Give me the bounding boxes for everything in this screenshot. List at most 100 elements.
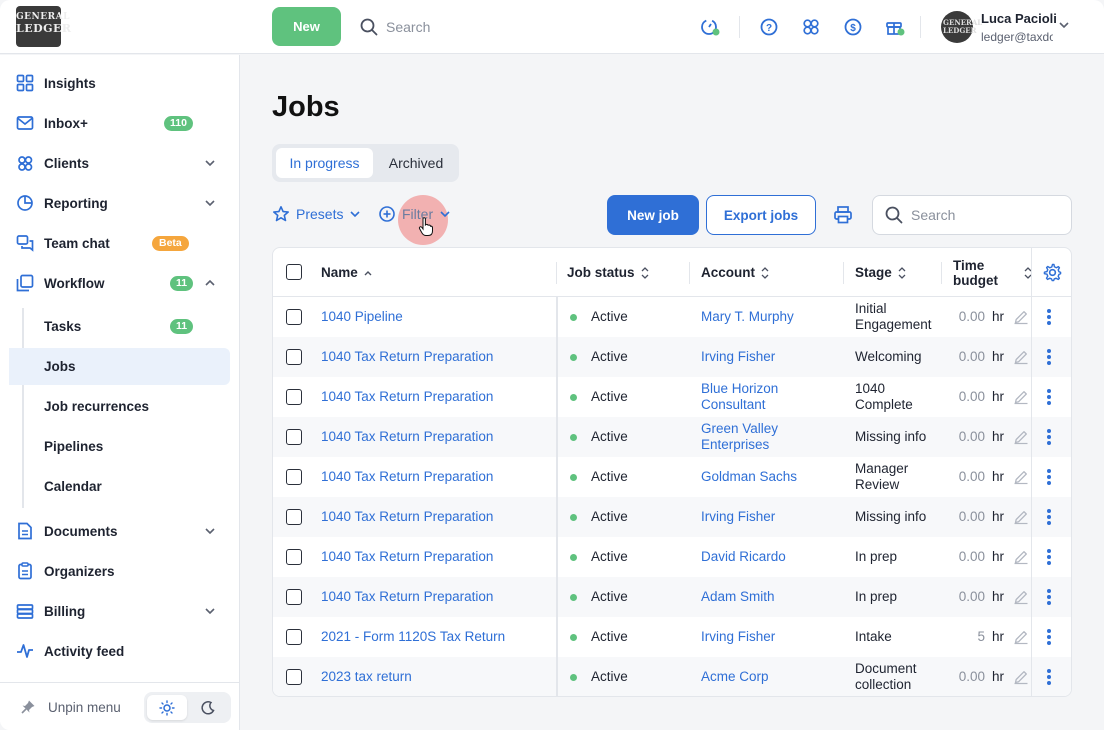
company-logo[interactable]: GENERAL LEDGER — [16, 6, 71, 47]
account-link[interactable]: Blue Horizon Consultant — [701, 377, 836, 417]
sidebar-item-workflow[interactable]: Workflow 11 — [0, 265, 240, 301]
print-icon[interactable] — [833, 205, 853, 225]
table-row[interactable]: 1040 Tax Return Preparation Active Green… — [273, 417, 1071, 457]
row-checkbox[interactable] — [286, 669, 302, 685]
more-options-icon[interactable] — [1047, 669, 1051, 685]
edit-pencil-icon[interactable] — [1013, 469, 1029, 485]
table-row[interactable]: 1040 Pipeline Active Mary T. Murphy Init… — [273, 297, 1071, 337]
row-checkbox[interactable] — [286, 549, 302, 565]
gear-icon[interactable] — [1043, 263, 1062, 282]
edit-pencil-icon[interactable] — [1013, 549, 1029, 565]
row-checkbox[interactable] — [286, 469, 302, 485]
job-name-link[interactable]: 1040 Tax Return Preparation — [321, 349, 494, 364]
row-checkbox[interactable] — [286, 349, 302, 365]
more-options-icon[interactable] — [1047, 349, 1051, 365]
job-name-link[interactable]: 1040 Tax Return Preparation — [321, 429, 494, 444]
row-checkbox[interactable] — [286, 589, 302, 605]
new-button[interactable]: New — [272, 7, 341, 46]
tab-in-progress[interactable]: In progress — [276, 148, 373, 178]
chevron-down-icon[interactable] — [204, 197, 216, 209]
billing-dollar-icon[interactable]: $ — [843, 17, 863, 37]
row-checkbox[interactable] — [286, 389, 302, 405]
user-name[interactable]: Luca Pacioli — [981, 11, 1057, 26]
more-options-icon[interactable] — [1047, 589, 1051, 605]
more-options-icon[interactable] — [1047, 389, 1051, 405]
job-name-link[interactable]: 1040 Tax Return Preparation — [321, 509, 494, 524]
sidebar-item-pipelines[interactable]: Pipelines — [24, 428, 230, 465]
table-row[interactable]: 2021 - Form 1120S Tax Return Active Irvi… — [273, 617, 1071, 657]
account-link[interactable]: Irving Fisher — [701, 617, 836, 657]
gift-icon[interactable] — [885, 17, 905, 37]
chevron-down-icon[interactable] — [1058, 19, 1070, 31]
edit-pencil-icon[interactable] — [1013, 389, 1029, 405]
more-options-icon[interactable] — [1047, 629, 1051, 645]
new-job-button[interactable]: New job — [607, 195, 699, 235]
row-checkbox[interactable] — [286, 629, 302, 645]
job-name-link[interactable]: 2023 tax return — [321, 669, 412, 684]
table-row[interactable]: 2023 tax return Active Acme Corp Documen… — [273, 657, 1071, 696]
more-options-icon[interactable] — [1047, 429, 1051, 445]
job-name-link[interactable]: 1040 Tax Return Preparation — [321, 549, 494, 564]
row-checkbox[interactable] — [286, 509, 302, 525]
row-checkbox[interactable] — [286, 429, 302, 445]
table-row[interactable]: 1040 Tax Return Preparation Active Blue … — [273, 377, 1071, 417]
sidebar-item-billing[interactable]: Billing — [0, 593, 240, 629]
more-options-icon[interactable] — [1047, 549, 1051, 565]
presets-dropdown[interactable]: Presets — [272, 205, 361, 223]
edit-pencil-icon[interactable] — [1013, 349, 1029, 365]
edit-pencil-icon[interactable] — [1013, 309, 1029, 325]
edit-pencil-icon[interactable] — [1013, 429, 1029, 445]
export-jobs-button[interactable]: Export jobs — [706, 195, 816, 235]
sidebar-item-job-recurrences[interactable]: Job recurrences — [24, 388, 230, 425]
job-name-link[interactable]: 2021 - Form 1120S Tax Return — [321, 629, 506, 644]
sidebar-item-calendar[interactable]: Calendar — [24, 468, 230, 505]
column-header-name[interactable]: Name — [321, 248, 372, 297]
apps-icon[interactable] — [801, 17, 821, 37]
edit-pencil-icon[interactable] — [1013, 669, 1029, 685]
chevron-down-icon[interactable] — [204, 605, 216, 617]
account-link[interactable]: David Ricardo — [701, 537, 836, 577]
sidebar-item-inbox[interactable]: Inbox+ 110 — [0, 105, 240, 141]
job-name-link[interactable]: 1040 Tax Return Preparation — [321, 469, 494, 484]
unpin-menu-button[interactable]: Unpin menu — [20, 699, 121, 715]
dark-theme-option[interactable] — [188, 695, 228, 720]
job-name-link[interactable]: 1040 Tax Return Preparation — [321, 589, 494, 604]
account-link[interactable]: Goldman Sachs — [701, 457, 836, 497]
sidebar-item-reporting[interactable]: Reporting — [0, 185, 240, 221]
job-name-link[interactable]: 1040 Pipeline — [321, 309, 403, 324]
sidebar-item-documents[interactable]: Documents — [0, 513, 240, 549]
column-header-job-status[interactable]: Job status — [567, 248, 649, 297]
column-header-time-budget[interactable]: Time budget — [953, 248, 1032, 297]
sidebar-item-insights[interactable]: Insights — [0, 65, 240, 101]
select-all-checkbox[interactable] — [286, 264, 302, 280]
column-header-account[interactable]: Account — [701, 248, 769, 297]
help-icon[interactable]: ? — [759, 17, 779, 37]
more-options-icon[interactable] — [1047, 509, 1051, 525]
more-options-icon[interactable] — [1047, 309, 1051, 325]
account-link[interactable]: Adam Smith — [701, 577, 836, 617]
column-header-stage[interactable]: Stage — [855, 248, 906, 297]
sidebar-item-activity-feed[interactable]: Activity feed — [0, 633, 240, 669]
global-search[interactable]: Search — [360, 17, 430, 37]
sidebar-item-team-chat[interactable]: Team chat Beta — [0, 225, 240, 261]
sidebar-item-jobs[interactable]: Jobs — [9, 348, 230, 385]
table-row[interactable]: 1040 Tax Return Preparation Active Irvin… — [273, 497, 1071, 537]
chevron-down-icon[interactable] — [204, 525, 216, 537]
edit-pencil-icon[interactable] — [1013, 509, 1029, 525]
chevron-down-icon[interactable] — [204, 157, 216, 169]
account-link[interactable]: Irving Fisher — [701, 497, 836, 537]
avatar[interactable]: GENERAL LEDGER — [941, 11, 982, 43]
edit-pencil-icon[interactable] — [1013, 589, 1029, 605]
jobs-search-input[interactable]: Search — [872, 195, 1072, 235]
row-checkbox[interactable] — [286, 309, 302, 325]
table-row[interactable]: 1040 Tax Return Preparation Active Irvin… — [273, 337, 1071, 377]
job-name-link[interactable]: 1040 Tax Return Preparation — [321, 389, 494, 404]
light-theme-option[interactable] — [147, 695, 187, 720]
sidebar-item-clients[interactable]: Clients — [0, 145, 240, 181]
table-row[interactable]: 1040 Tax Return Preparation Active Goldm… — [273, 457, 1071, 497]
account-link[interactable]: Irving Fisher — [701, 337, 836, 377]
sidebar-item-tasks[interactable]: Tasks 11 — [24, 308, 230, 345]
chevron-up-icon[interactable] — [204, 277, 216, 289]
filter-dropdown[interactable]: Filter — [378, 205, 451, 223]
table-row[interactable]: 1040 Tax Return Preparation Active Adam … — [273, 577, 1071, 617]
